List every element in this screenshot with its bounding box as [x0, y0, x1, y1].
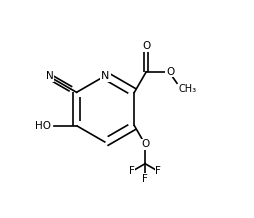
- Text: F: F: [155, 166, 161, 176]
- Text: HO: HO: [35, 121, 51, 131]
- Text: O: O: [142, 41, 150, 51]
- Text: F: F: [142, 174, 148, 184]
- Text: N: N: [45, 71, 53, 81]
- Text: N: N: [101, 71, 110, 81]
- Text: CH₃: CH₃: [178, 84, 196, 94]
- Text: F: F: [129, 166, 135, 176]
- Text: O: O: [166, 67, 174, 77]
- Text: O: O: [141, 139, 149, 149]
